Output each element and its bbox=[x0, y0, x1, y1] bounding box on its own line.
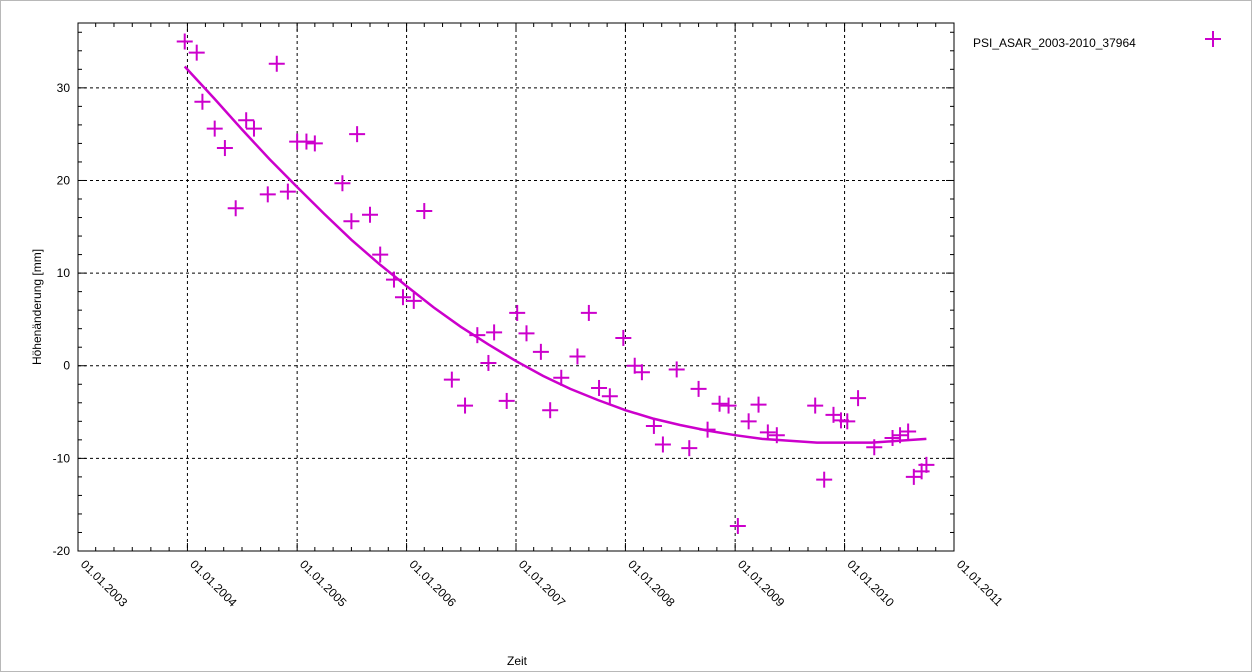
data-point bbox=[542, 402, 559, 419]
data-point bbox=[416, 203, 433, 220]
y-tick-label: 30 bbox=[57, 81, 71, 95]
data-point bbox=[816, 471, 833, 488]
data-point bbox=[394, 289, 411, 306]
x-tick-label: 01.01.2003 bbox=[78, 557, 131, 610]
data-point bbox=[580, 304, 597, 321]
ticks bbox=[77, 23, 955, 552]
data-point bbox=[720, 397, 737, 414]
data-point bbox=[206, 120, 223, 137]
x-tick-label: 01.01.2004 bbox=[187, 557, 240, 610]
data-point bbox=[245, 120, 262, 137]
data-point bbox=[486, 324, 503, 341]
grid bbox=[78, 23, 954, 551]
data-point bbox=[279, 183, 296, 200]
data-point bbox=[729, 517, 746, 534]
data-point bbox=[601, 388, 618, 405]
legend-marker-icon bbox=[1205, 31, 1221, 47]
data-points bbox=[176, 33, 935, 534]
y-tick-label: -10 bbox=[53, 451, 71, 465]
x-tick-label: 01.01.2007 bbox=[516, 557, 569, 610]
data-point bbox=[349, 126, 366, 143]
data-point bbox=[405, 292, 422, 309]
x-tick-label: 01.01.2011 bbox=[954, 557, 1006, 609]
data-point bbox=[385, 271, 402, 288]
x-axis-title: Zeit bbox=[507, 654, 528, 668]
data-point bbox=[498, 392, 515, 409]
data-point bbox=[553, 369, 570, 386]
data-point bbox=[518, 325, 535, 342]
x-tick-label: 01.01.2005 bbox=[297, 557, 350, 610]
legend-label: PSI_ASAR_2003-2010_37964 bbox=[973, 36, 1136, 50]
data-point bbox=[699, 421, 716, 438]
fit-curve bbox=[183, 65, 927, 444]
data-point bbox=[176, 33, 193, 50]
data-point bbox=[306, 135, 323, 152]
data-point bbox=[654, 436, 671, 453]
data-point bbox=[227, 200, 244, 217]
data-point bbox=[900, 423, 917, 440]
x-tick-label: 01.01.2010 bbox=[844, 557, 897, 610]
data-point bbox=[362, 206, 378, 223]
data-point bbox=[509, 304, 526, 321]
data-point bbox=[839, 413, 856, 430]
data-point bbox=[238, 112, 255, 129]
data-point bbox=[750, 396, 767, 413]
data-point bbox=[645, 417, 662, 434]
data-point bbox=[457, 397, 474, 414]
data-point bbox=[343, 213, 360, 230]
data-point bbox=[615, 329, 632, 346]
x-tick-label: 01.01.2008 bbox=[625, 557, 678, 610]
data-point bbox=[334, 175, 351, 192]
data-point bbox=[194, 93, 211, 110]
y-axis-title: Höhenänderung [mm] bbox=[30, 249, 44, 365]
data-point bbox=[740, 413, 757, 430]
data-point bbox=[768, 427, 785, 444]
data-point bbox=[850, 390, 867, 407]
x-tick-label: 01.01.2009 bbox=[735, 557, 788, 610]
data-point bbox=[711, 395, 728, 412]
data-point bbox=[443, 371, 460, 388]
legend: PSI_ASAR_2003-2010_37964 bbox=[973, 31, 1221, 50]
data-point bbox=[216, 140, 233, 157]
data-point bbox=[892, 427, 909, 444]
data-point bbox=[469, 327, 486, 344]
data-point bbox=[188, 44, 205, 61]
data-point bbox=[633, 364, 650, 381]
y-tick-label: 10 bbox=[57, 266, 71, 280]
y-tick-label: 20 bbox=[57, 173, 71, 187]
data-point bbox=[668, 361, 685, 378]
y-tick-label: 0 bbox=[63, 359, 70, 373]
data-point bbox=[372, 246, 389, 263]
data-point bbox=[259, 186, 276, 203]
data-point bbox=[268, 55, 285, 72]
data-point bbox=[884, 429, 901, 446]
data-point bbox=[626, 357, 643, 374]
data-point bbox=[591, 379, 608, 396]
data-point bbox=[480, 354, 497, 371]
data-point bbox=[807, 397, 824, 414]
data-point bbox=[866, 439, 883, 456]
data-point bbox=[681, 440, 698, 457]
data-point bbox=[298, 133, 315, 150]
y-tick-label: -20 bbox=[53, 544, 71, 558]
x-tick-label: 01.01.2006 bbox=[406, 557, 459, 610]
data-point bbox=[690, 380, 707, 397]
data-point bbox=[569, 348, 586, 365]
data-point bbox=[532, 343, 549, 360]
data-point bbox=[759, 424, 776, 441]
data-point bbox=[918, 456, 935, 473]
fit-curve-layer bbox=[183, 65, 927, 444]
tick-labels: -20 -10 0 10 20 30 01.01.2003 01.01.2004 01.01.2… bbox=[53, 81, 1006, 610]
